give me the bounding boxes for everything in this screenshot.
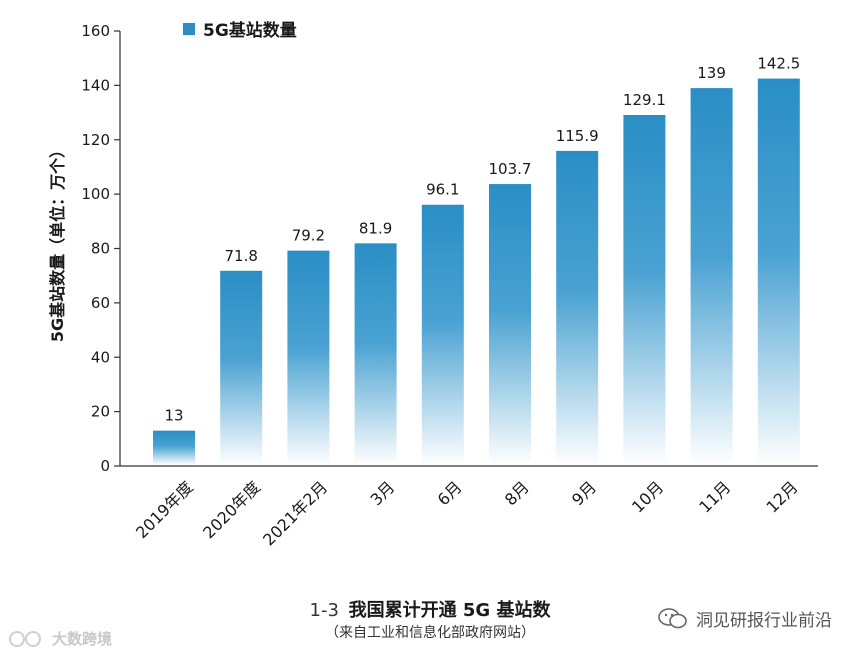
caption-source: （来自工业和信息化部政府网站） [325, 625, 535, 641]
y-axis-label: 5G基站数量（单位：万个） [48, 142, 67, 342]
data-label: 103.7 [489, 160, 532, 178]
x-tick-label: 10月 [628, 477, 667, 516]
data-label: 115.9 [556, 127, 599, 145]
legend-label: 5G基站数量 [203, 20, 297, 41]
y-tick-label: 60 [91, 294, 110, 312]
x-tick-label: 9月 [568, 477, 600, 509]
brand-logo-icon [9, 630, 41, 647]
bar [153, 430, 195, 465]
bar-chart: 0 20 40 60 80 100 120 140 160 2019年度 2020年度2021年2月… [48, 20, 818, 549]
data-label: 96.1 [426, 181, 459, 199]
caption-title: 我国累计开通 5G 基站数 [348, 600, 551, 621]
chart-caption: 1-3 我国累计开通 5G 基站数 [0, 596, 860, 622]
x-tick-label: 11月 [695, 477, 734, 516]
legend-swatch [183, 23, 195, 35]
data-label: 13 [164, 407, 183, 425]
data-label: 71.8 [224, 247, 257, 265]
data-label: 79.2 [292, 227, 325, 245]
x-tick-label: 6月 [434, 477, 466, 509]
x-tick-label: 2019年度 [132, 477, 197, 542]
y-tick-label: 20 [91, 403, 110, 421]
y-tick-label: 160 [81, 22, 110, 40]
x-tick-label: 8月 [501, 477, 533, 509]
bar [623, 115, 666, 466]
y-tick-label: 80 [91, 240, 110, 258]
x-tick-label: 3月 [366, 477, 398, 509]
watermark-right: 洞见研报行业前沿 [658, 606, 832, 631]
bar [421, 204, 464, 465]
bar [556, 150, 599, 465]
bars: 13 71.8 79.2 81.9 96.1 103.7 115.9 129.1 139 142.… [153, 55, 800, 466]
y-tick-label: 120 [81, 131, 110, 149]
x-tick-label: 2021年2月 [259, 477, 331, 549]
watermark-left: 大数跨境 [8, 628, 112, 649]
bar [220, 270, 263, 465]
x-tick-label: 2020年度 [199, 477, 264, 542]
data-label: 129.1 [623, 91, 666, 109]
x-tick-label: 12月 [762, 477, 801, 516]
legend: 5G基站数量 [183, 20, 297, 41]
data-label: 142.5 [757, 55, 800, 73]
y-tick-label: 100 [81, 185, 110, 203]
wechat-icon [658, 607, 687, 628]
data-label: 81.9 [359, 219, 392, 237]
bar [354, 243, 397, 465]
watermark-left-text: 大数跨境 [52, 630, 113, 648]
y-tick-label: 0 [100, 457, 110, 475]
bar [757, 78, 800, 465]
caption-number: 1-3 [309, 600, 339, 621]
data-label: 139 [697, 64, 726, 82]
bar [690, 88, 733, 465]
bar [287, 250, 330, 465]
y-tick-label: 140 [81, 76, 110, 94]
bar [489, 184, 531, 466]
watermark-right-text: 洞见研报行业前沿 [696, 611, 832, 631]
y-tick-label: 40 [91, 348, 110, 366]
